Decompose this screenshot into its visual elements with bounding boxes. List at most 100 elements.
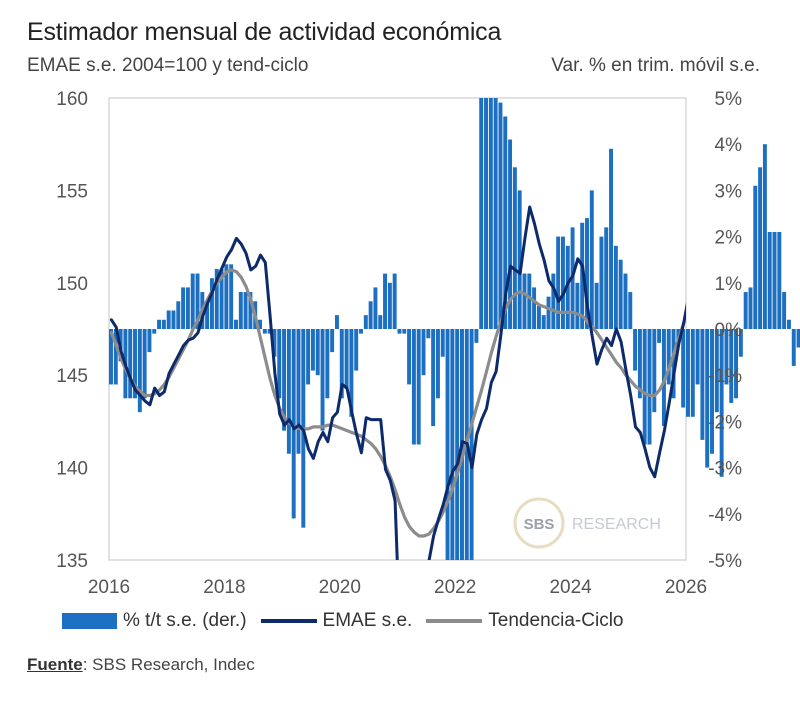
x-axis-tick-label: 2026	[665, 577, 707, 598]
bar	[700, 329, 705, 440]
bar	[445, 329, 450, 560]
bar	[214, 268, 219, 329]
left-axis-tick-label: 135	[56, 551, 88, 572]
bar	[599, 236, 604, 329]
legend-label-bars: % t/t s.e. (der.)	[123, 610, 247, 631]
right-axis-tick-label: -3%	[708, 459, 742, 480]
right-axis-ticks: -5% -4% -3% -2% -1% 0% 1% 2% 3% 4% 5%	[708, 89, 742, 572]
bar	[560, 236, 565, 329]
bar	[532, 287, 537, 329]
bar	[710, 329, 714, 454]
bar	[195, 273, 200, 329]
bar	[387, 282, 392, 329]
bar	[493, 98, 498, 329]
bar	[455, 329, 460, 560]
bar	[306, 329, 311, 385]
bar	[258, 319, 262, 329]
bar	[777, 231, 782, 329]
bar	[753, 185, 758, 329]
bar	[546, 296, 551, 329]
bar	[652, 329, 657, 413]
bar	[416, 329, 421, 445]
bar	[359, 329, 363, 334]
bar	[551, 273, 556, 329]
bar	[748, 287, 753, 329]
bar	[426, 329, 431, 339]
bar	[541, 315, 546, 329]
bar	[224, 264, 229, 329]
right-axis-tick-label: -5%	[708, 551, 742, 572]
source-label: Fuente	[27, 655, 83, 674]
bar	[657, 329, 662, 343]
bar	[604, 227, 609, 329]
bar	[234, 319, 238, 329]
right-axis-tick-label: 5%	[715, 89, 743, 110]
x-axis-tick-label: 2016	[88, 577, 130, 598]
bar	[190, 273, 195, 329]
bar	[594, 282, 599, 329]
right-axis-tick-label: 2%	[715, 228, 743, 249]
bar	[296, 329, 301, 454]
bar	[282, 329, 287, 431]
bar	[450, 329, 455, 560]
left-axis-tick-label: 150	[56, 274, 88, 295]
bar	[512, 167, 517, 329]
bar	[392, 273, 397, 329]
bar	[517, 190, 522, 329]
bar	[161, 319, 166, 329]
bar	[791, 329, 796, 366]
bar	[508, 139, 513, 329]
left-axis-ticks: 135 140 145 150 155 160	[56, 89, 88, 572]
bar	[609, 148, 614, 329]
bar	[320, 329, 325, 431]
line-series	[109, 205, 686, 560]
bar	[642, 329, 647, 445]
bar	[762, 144, 767, 329]
source-note: Fuente: SBS Research, Indec	[27, 655, 255, 675]
bar	[378, 315, 383, 329]
legend-trend-swatch	[426, 619, 483, 623]
bar	[729, 329, 734, 403]
bar	[310, 329, 315, 371]
bar	[411, 329, 416, 445]
bar	[435, 329, 440, 399]
right-axis-tick-label: 0%	[715, 320, 743, 341]
bar-series	[109, 98, 800, 560]
bar	[229, 264, 234, 329]
bar	[349, 329, 354, 417]
legend-item-trend[interactable]: Tendencia-Ciclo	[426, 610, 623, 632]
bar	[248, 292, 253, 329]
bar	[796, 329, 800, 348]
legend-item-bars[interactable]: % t/t s.e. (der.)	[62, 610, 247, 632]
bar	[209, 278, 214, 329]
left-axis-tick-label: 145	[56, 366, 88, 387]
bar	[291, 329, 296, 519]
bar	[421, 329, 426, 376]
bar	[734, 329, 739, 399]
bar	[354, 329, 359, 371]
watermark-text: RESEARCH	[572, 516, 661, 533]
bar	[772, 231, 777, 329]
bar	[440, 329, 445, 357]
bar	[267, 329, 272, 334]
bar	[147, 329, 152, 353]
bar	[767, 231, 772, 329]
bar	[142, 329, 147, 399]
bar	[647, 329, 652, 445]
chart-title: Estimador mensual de actividad económica	[27, 18, 502, 46]
legend-item-emae[interactable]: EMAE s.e.	[260, 610, 412, 632]
bar	[666, 329, 671, 385]
bar	[536, 305, 541, 329]
bar	[334, 315, 339, 329]
bar	[686, 329, 690, 417]
legend-emae-swatch	[260, 619, 317, 623]
bar	[128, 329, 133, 399]
bar	[330, 329, 335, 353]
bar	[719, 329, 724, 477]
emae-line	[109, 205, 686, 560]
bar	[315, 329, 320, 376]
bar	[325, 329, 330, 399]
bar	[488, 98, 493, 329]
bar	[219, 268, 224, 329]
bar	[556, 236, 561, 329]
